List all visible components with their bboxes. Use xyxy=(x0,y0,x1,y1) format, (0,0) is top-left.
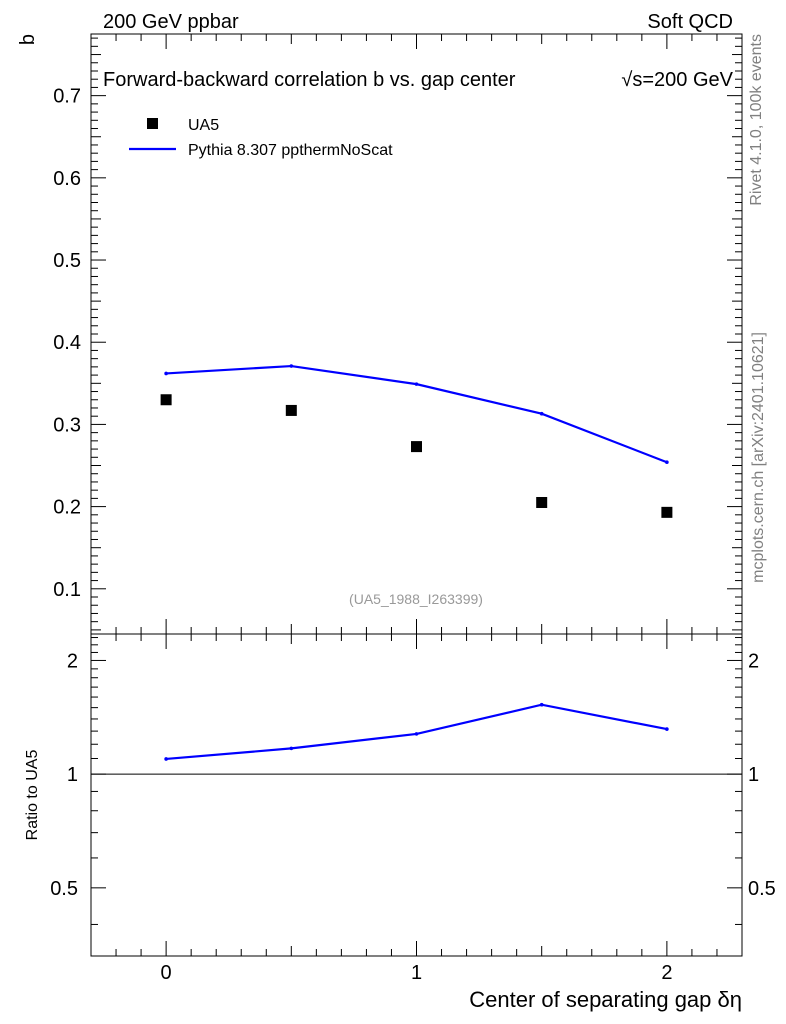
pythia-point xyxy=(539,411,544,416)
ratio-y-tick-label-left: 1 xyxy=(67,764,78,786)
ratio-series xyxy=(164,702,669,761)
main-y-tick-label: 0.3 xyxy=(53,414,81,436)
ratio-line xyxy=(166,703,668,761)
main-series xyxy=(160,364,673,518)
main-y-tick-labels: 0.1 0.2 0.3 0.4 0.5 0.6 0.7 xyxy=(53,86,81,601)
ratio-point xyxy=(164,757,168,761)
pythia-point xyxy=(414,382,419,386)
legend: UA5 Pythia 8.307 ppthermNoScat xyxy=(129,117,393,159)
ratio-y-tick-label-left: 2 xyxy=(67,650,78,672)
ratio-point xyxy=(665,727,669,731)
pythia-point xyxy=(164,371,168,376)
pythia-point xyxy=(289,364,294,368)
ua5-data-point xyxy=(160,394,172,406)
ratio-y-tick-label-right: 0.5 xyxy=(748,878,776,900)
ratio-plot-panel: 0.5 0.5 1 1 2 2 0 1 2 Ratio to UA5 Center of se… xyxy=(24,633,776,1012)
ua5-data-point xyxy=(661,506,673,518)
x-tick-label: 1 xyxy=(411,962,422,984)
ratio-y-axis-label: Ratio to UA5 xyxy=(24,750,41,841)
main-y-axis-label: b xyxy=(17,34,39,45)
main-y-tick-label: 0.4 xyxy=(53,332,81,354)
main-axis-ticks xyxy=(91,34,742,634)
ratio-y-tick-label-right: 1 xyxy=(748,764,759,786)
legend-ua5-marker xyxy=(147,118,158,129)
x-tick-labels: 0 1 2 xyxy=(161,962,673,984)
chart-title-energy: √s=200 GeV xyxy=(621,69,733,91)
main-y-tick-label: 0.6 xyxy=(53,168,81,190)
main-plot-panel: 0.1 0.2 0.3 0.4 0.5 0.6 0.7 b Forward-backward… xyxy=(17,33,743,635)
legend-ua5-label: UA5 xyxy=(188,117,219,134)
pythia-point xyxy=(665,460,669,465)
ratio-point xyxy=(289,746,294,751)
ua5-data-point xyxy=(285,404,297,416)
ratio-axis-ticks xyxy=(91,634,742,956)
rivet-version-label: Rivet 4.1.0, 100k events xyxy=(748,34,765,206)
header-left: 200 GeV ppbar xyxy=(103,11,239,33)
x-axis-label: Center of separating gap δη xyxy=(469,987,742,1012)
legend-pythia-label: Pythia 8.307 ppthermNoScat xyxy=(188,142,393,159)
ua5-data-point xyxy=(536,496,548,508)
ua5-data-point xyxy=(411,441,422,453)
mcplots-label: mcplots.cern.ch [arXiv:2401.10621] xyxy=(750,332,767,583)
ratio-y-tick-label-right: 2 xyxy=(748,650,759,672)
main-y-tick-label: 0.1 xyxy=(53,579,81,601)
header-right: Soft QCD xyxy=(647,11,733,33)
analysis-watermark: (UA5_1988_I263399) xyxy=(349,591,483,607)
ratio-point xyxy=(414,732,419,736)
ratio-plot-frame xyxy=(90,633,743,957)
chart-title: Forward-backward correlation b vs. gap c… xyxy=(103,69,516,91)
main-y-tick-label: 0.7 xyxy=(53,86,81,108)
ratio-y-tick-labels: 0.5 0.5 1 1 2 2 xyxy=(50,650,776,899)
ratio-y-tick-label-left: 0.5 xyxy=(50,878,78,900)
main-y-tick-label: 0.2 xyxy=(53,497,81,519)
ratio-point xyxy=(539,702,544,707)
x-tick-label: 2 xyxy=(661,962,672,984)
main-y-tick-label: 0.5 xyxy=(53,250,81,272)
x-tick-label: 0 xyxy=(161,962,172,984)
